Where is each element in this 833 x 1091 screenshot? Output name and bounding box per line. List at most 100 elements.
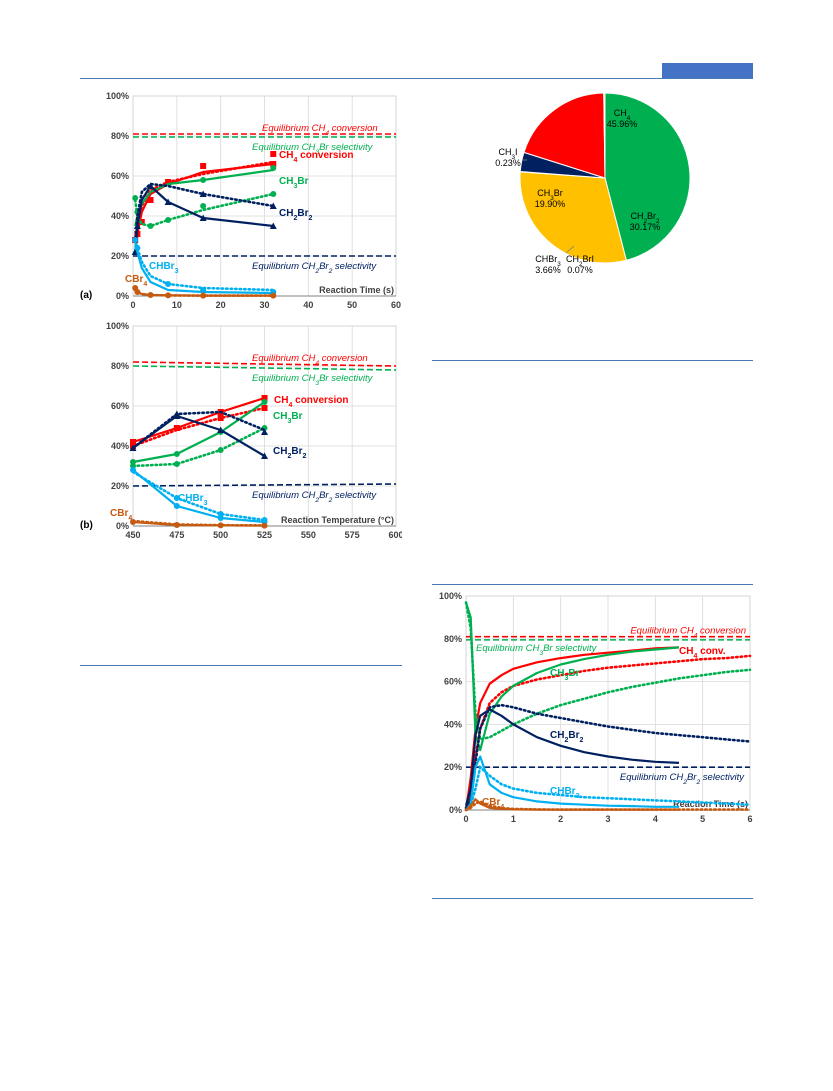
- pie-label-name-ch2br2: CH2Br2: [630, 211, 660, 225]
- pie-label-name-ch2bri: CH2BrI: [566, 254, 594, 268]
- x-tick-label-c-4: 4: [653, 814, 658, 824]
- pie-leader-chbr3: [565, 245, 575, 254]
- marker-a-ch2br2-2: [147, 182, 155, 189]
- marker-b-ch4-conversion-0: [130, 439, 136, 445]
- marker-b-cbr4-3: [261, 522, 268, 529]
- marker-a-chbr3-3: [200, 287, 207, 293]
- series-label-a-ch3br: CH3Br: [279, 176, 309, 190]
- y-tick-label-a-2: 40%: [111, 211, 129, 221]
- marker-b-cbr4-2: [217, 522, 224, 529]
- marker-a-ch4-conversion-5: [200, 163, 207, 169]
- ref-label-c-equilibrium-ch3br-selectivity: Equilibrium CH3Br selectivity: [476, 643, 598, 657]
- series-solid-c-ch2br2: [464, 708, 680, 806]
- marker-b-ch2br2-3: [217, 426, 225, 433]
- x-tick-label-b-0: 450: [125, 530, 140, 540]
- rule-right-3: [432, 898, 753, 899]
- marker-b-ch4-conversion-4: [217, 415, 224, 421]
- marker-a-cbr4-5: [270, 292, 277, 299]
- series-solid-b-chbr3: [132, 469, 265, 524]
- series-solid-c-chbr3: [465, 755, 679, 811]
- pie-slice-ch4: [604, 92, 691, 261]
- marker-a-chbr3-0: [132, 237, 139, 243]
- series-label-c-cbr4: CBr4: [482, 797, 504, 811]
- y-tick-label-a-3: 60%: [111, 171, 129, 181]
- series-label-c-ch3br: CH3Br: [550, 668, 580, 682]
- pie-label-name-ch4: CH4: [614, 108, 631, 122]
- y-tick-label-a-4: 80%: [111, 131, 129, 141]
- x-tick-label-b-3: 525: [257, 530, 272, 540]
- x-tick-label-a-3: 30: [259, 300, 269, 310]
- series-label-a-cbr4: CBr4: [125, 274, 147, 288]
- series-label-a-ch4-conversion: CH4 conversion: [279, 150, 354, 164]
- y-tick-label-c-4: 80%: [444, 634, 462, 644]
- marker-b-ch4-conversion-5: [261, 395, 268, 401]
- y-tick-label-c-1: 20%: [444, 762, 462, 772]
- series-solid-b-ch4-conversion: [132, 396, 265, 444]
- header-bar: [662, 63, 753, 78]
- x-tick-label-c-5: 5: [700, 814, 705, 824]
- series-solid-b-cbr4: [132, 520, 265, 527]
- marker-b-ch3br-6: [261, 399, 268, 405]
- pie-label-pct-ch2br2: 30.17%: [630, 222, 661, 232]
- ref-label-a-equilibrium-ch2br2-selectivity: Equilibrium CH2Br2 selectivity: [252, 261, 377, 275]
- series-solid-c-cbr4: [465, 798, 679, 811]
- ref-line-b-equilibrium-ch2br2-selectivity: [132, 483, 397, 487]
- marker-a-ch2br2-4: [199, 214, 207, 221]
- marker-a-ch3br-6: [270, 191, 277, 197]
- marker-b-ch2br2-5: [261, 428, 268, 435]
- marker-a-ch3br-5: [200, 203, 207, 209]
- ref-label-b-equilibrium-ch4-conversion: Equilibrium CH4 conversion: [252, 353, 368, 367]
- y-tick-label-b-2: 40%: [111, 441, 129, 451]
- x-axis-label-a: Reaction Time (s): [319, 285, 394, 295]
- series-solid-b-ch2br2: [132, 414, 266, 457]
- marker-a-ch4-conversion-4: [165, 179, 172, 185]
- ref-label-b-equilibrium-ch3br-selectivity: Equilibrium CH3Br selectivity: [252, 373, 374, 387]
- marker-b-ch3br-2: [173, 451, 180, 457]
- series-dotted-b-chbr3: [131, 470, 266, 522]
- series-label-b-chbr3: CHBr3: [178, 493, 208, 507]
- marker-a-ch2br2-1: [133, 222, 141, 229]
- x-tick-label-a-4: 40: [303, 300, 313, 310]
- marker-b-chbr3-6: [261, 517, 268, 523]
- marker-a-ch3br-3: [165, 217, 172, 223]
- marker-b-chbr3-2: [173, 495, 180, 501]
- marker-a-chbr3-1: [134, 245, 141, 251]
- series-label-b-ch4-conversion: CH4 conversion: [274, 395, 349, 409]
- series-dotted-b-ch3br: [131, 426, 266, 468]
- rule-right-1: [432, 360, 753, 361]
- ref-label-b-equilibrium-ch2br2-selectivity: Equilibrium CH2Br2 selectivity: [252, 490, 377, 504]
- rule-left-mid: [80, 665, 402, 666]
- marker-b-ch2br2-4: [261, 452, 268, 459]
- pie-slice-ch3i: [603, 92, 606, 179]
- ref-label-a-equilibrium-ch4-conversion: Equilibrium CH4 conversion: [262, 123, 378, 137]
- x-tick-label-b-4: 550: [301, 530, 316, 540]
- marker-a-ch4-conversion-6: [270, 151, 277, 157]
- series-dotted-c-ch3br: [464, 601, 752, 741]
- x-tick-label-b-1: 475: [169, 530, 184, 540]
- series-label-c-ch2br2: CH2Br2: [550, 730, 583, 744]
- marker-a-ch4-conversion-7: [270, 161, 277, 167]
- pie-label-name-chbr3: CHBr3: [535, 254, 561, 268]
- series-label-b-ch3br: CH3Br: [273, 411, 303, 425]
- y-tick-label-c-5: 100%: [439, 591, 462, 601]
- series-label-c-ch4-conv: CH4 conv.: [679, 646, 726, 660]
- x-tick-label-a-6: 60: [391, 300, 401, 310]
- ref-line-b-equilibrium-ch4-conversion: [132, 361, 397, 367]
- marker-a-cbr4-2: [147, 292, 154, 298]
- rule-right-2: [432, 584, 753, 585]
- marker-a-ch2br2-6: [269, 222, 277, 229]
- x-tick-label-c-6: 6: [747, 814, 752, 824]
- y-tick-label-b-0: 0%: [116, 521, 129, 531]
- ref-line-b-equilibrium-ch3br-selectivity: [132, 365, 397, 371]
- x-tick-label-a-2: 20: [216, 300, 226, 310]
- marker-b-cbr4-1: [173, 522, 180, 528]
- marker-a-ch2br2-3: [164, 198, 172, 205]
- marker-a-ch3br-7: [270, 165, 277, 171]
- x-tick-label-c-1: 1: [511, 814, 516, 824]
- marker-a-cbr4-1: [134, 289, 141, 295]
- series-dotted-c-chbr3: [464, 764, 752, 812]
- series-label-a-chbr3: CHBr3: [149, 261, 179, 275]
- pie-slice-ch2br2: [519, 171, 627, 264]
- y-tick-label-b-1: 20%: [111, 481, 129, 491]
